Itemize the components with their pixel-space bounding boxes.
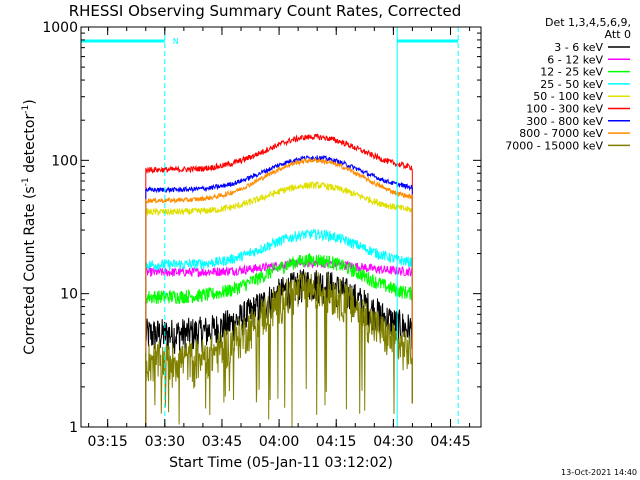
- y-tick-label-0: 1: [69, 420, 78, 436]
- legend-entry-label-7: 800 - 7000 keV: [519, 127, 603, 140]
- plot-frame: [80, 26, 482, 428]
- series-line-0: [145, 269, 413, 427]
- legend-entry-label-1: 6 - 12 keV: [547, 53, 603, 66]
- y-tick-label-2: 100: [51, 153, 78, 169]
- legend-entry-label-3: 25 - 50 keV: [540, 78, 603, 91]
- legend-header-attenuator: Att 0: [605, 28, 631, 41]
- y-axis-label-end: ): [22, 99, 38, 104]
- series-line-6: [145, 154, 413, 427]
- x-tick-label-1: 03:30: [145, 434, 185, 450]
- y-tick-label-3: 1000: [42, 20, 78, 36]
- y-axis-label-main: Corrected Count Rate (s: [22, 186, 38, 354]
- legend-entry-label-0: 3 - 6 keV: [554, 41, 603, 54]
- night-flag-label: N: [173, 37, 179, 46]
- x-axis: 03:15 03:30 03:45 04:00 04:15 04:30 04:45: [87, 27, 471, 450]
- x-tick-label-3: 04:00: [259, 434, 299, 450]
- legend-entry-label-4: 50 - 100 keV: [533, 90, 603, 103]
- series-line-7: [145, 157, 413, 427]
- x-tick-label-2: 03:45: [202, 434, 242, 450]
- night-intervals: N: [81, 27, 459, 427]
- y-axis-label-exp2: -1: [21, 105, 31, 114]
- x-tick-label-4: 04:15: [316, 434, 356, 450]
- series-line-4: [145, 180, 413, 427]
- y-axis-label-exp1: -1: [21, 177, 31, 186]
- chart-title: RHESSI Observing Summary Count Rates, Co…: [69, 2, 462, 20]
- series-line-2: [145, 253, 413, 427]
- legend-entry-label-6: 300 - 800 keV: [526, 115, 603, 128]
- series-line-1: [145, 258, 413, 427]
- x-axis-label: Start Time (05-Jan-11 03:12:02): [169, 455, 393, 471]
- y-axis-label: Corrected Count Rate (s-1 detector-1): [21, 99, 38, 354]
- x-tick-label-5: 04:30: [373, 434, 413, 450]
- legend-entry-label-8: 7000 - 15000 keV: [505, 139, 603, 152]
- series-line-3: [145, 228, 413, 427]
- legend-header-detectors: Det 1,3,4,5,6,9,: [545, 16, 631, 29]
- timestamp-stamp: 13-Oct-2021 14:40: [561, 468, 637, 477]
- legend-entry-label-2: 12 - 25 keV: [540, 66, 603, 79]
- x-tick-label-6: 04:45: [430, 434, 470, 450]
- legend-entry-label-5: 100 - 300 keV: [526, 103, 603, 116]
- series-line-5: [145, 132, 413, 427]
- x-tick-label-0: 03:15: [87, 434, 127, 450]
- y-axis: 1 10 100 1000: [42, 20, 481, 436]
- y-tick-label-1: 10: [60, 287, 78, 303]
- y-axis-label-mid: detector: [22, 114, 38, 178]
- series-line-8: [145, 272, 413, 427]
- series-layer: [145, 132, 413, 427]
